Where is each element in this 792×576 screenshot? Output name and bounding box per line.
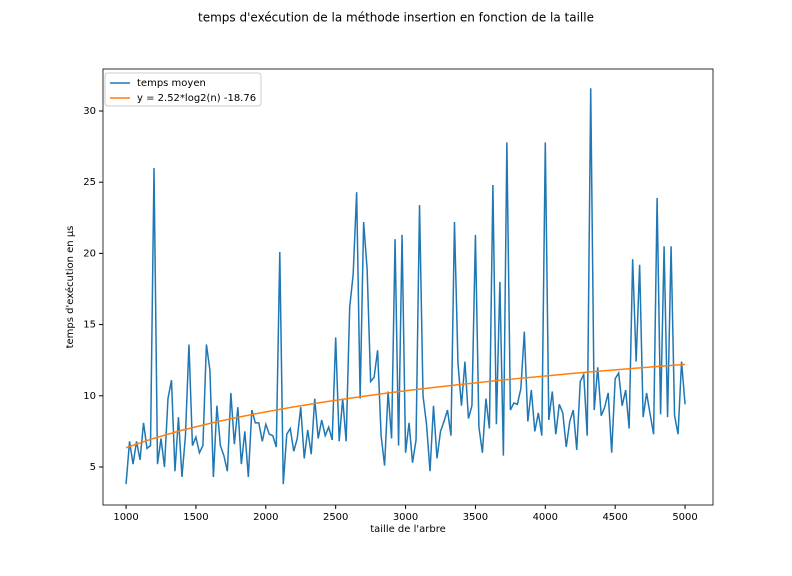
x-tick-label: 3500 [463, 512, 488, 523]
chart-title: temps d'exécution de la méthode insertio… [198, 11, 594, 25]
x-tick-label: 5000 [672, 512, 697, 523]
x-axis-label: taille de l'arbre [370, 524, 446, 535]
x-tick-label: 2000 [253, 512, 278, 523]
legend-box [104, 72, 262, 107]
legend-label: temps moyen [137, 78, 206, 89]
y-tick-label: 5 [90, 462, 96, 473]
series-line [125, 363, 686, 449]
plot-frame [102, 68, 714, 506]
x-tick-label: 1000 [113, 512, 138, 523]
y-tick-label: 15 [83, 320, 96, 331]
x-tick-label: 4000 [533, 512, 558, 523]
x-tick-label: 2500 [323, 512, 348, 523]
legend-label: y = 2.52*log2(n) -18.76 [137, 93, 256, 104]
y-tick-label: 30 [83, 106, 96, 117]
y-axis-label: temps d'exécution en µs [64, 226, 76, 349]
series-line [125, 88, 686, 485]
y-tick-label: 25 [83, 177, 96, 188]
x-tick-label: 3000 [393, 512, 418, 523]
x-tick-label: 1500 [183, 512, 208, 523]
x-tick-label: 4500 [602, 512, 627, 523]
y-tick-label: 10 [83, 391, 96, 402]
y-tick-label: 20 [83, 248, 96, 259]
